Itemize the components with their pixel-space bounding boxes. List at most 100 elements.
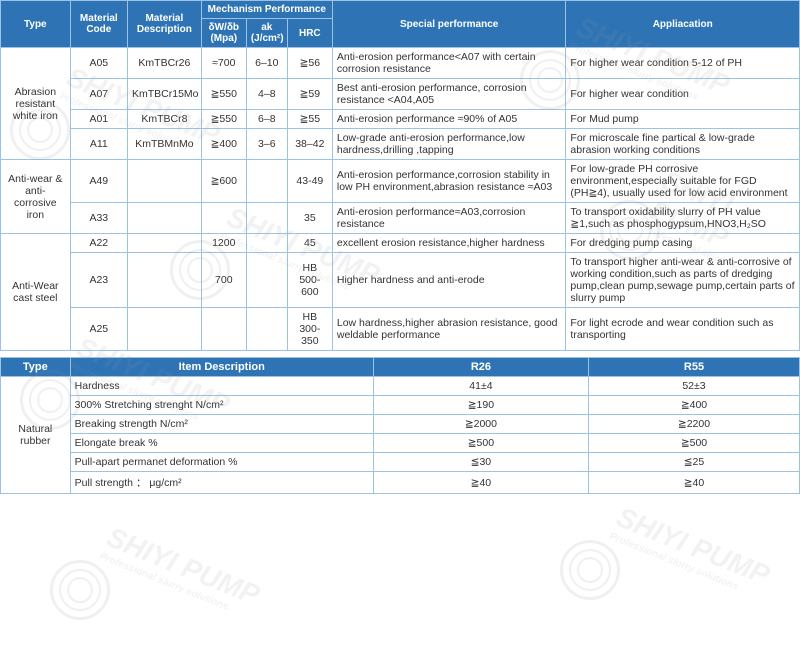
type-cell: Natural rubber: [1, 377, 71, 494]
material-desc: [128, 160, 202, 203]
table-row: Elongate break %≧500≧500: [1, 434, 800, 453]
mpa: [201, 203, 246, 234]
mpa: ≧550: [201, 110, 246, 129]
r55: ≧400: [588, 396, 799, 415]
r26: ≦30: [373, 453, 588, 472]
table-row: Abrasion resistant white ironA05KmTBCr26…: [1, 48, 800, 79]
watermark-text: SHIYI PUMPProfessional slurry solutions: [608, 501, 774, 601]
col-item: Item Description: [70, 358, 373, 377]
material-desc: [128, 253, 202, 308]
ak: 6–8: [246, 110, 287, 129]
special: Low hardness,higher abrasion resistance,…: [332, 308, 566, 351]
table-row: Anti-Wear cast steelA22120045excellent e…: [1, 234, 800, 253]
material-desc: [128, 234, 202, 253]
special: Low-grade anti-erosion performance,low h…: [332, 129, 566, 160]
watermark-ring: [50, 560, 110, 620]
table-row: 300% Stretching strenght N/cm²≧190≧400: [1, 396, 800, 415]
col-r55: R55: [588, 358, 799, 377]
material-code: A07: [70, 79, 127, 110]
table-row: A25 HB 300-350Low hardness,higher abrasio…: [1, 308, 800, 351]
item: Elongate break %: [70, 434, 373, 453]
material-code: A22: [70, 234, 127, 253]
table-row: A23700HB 500-600Higher hardness and anti…: [1, 253, 800, 308]
r55: ≧40: [588, 472, 799, 494]
r55: ≧2200: [588, 415, 799, 434]
type-cell: Abrasion resistant white iron: [1, 48, 71, 160]
item: Pull-apart permanet deformation %: [70, 453, 373, 472]
material-code: A33: [70, 203, 127, 234]
application: For dredging pump casing: [566, 234, 800, 253]
material-code: A49: [70, 160, 127, 203]
item: Hardness: [70, 377, 373, 396]
watermark-text: SHIYI PUMPProfessional slurry solutions: [98, 521, 264, 621]
col-mpa: δW/δb (Mpa): [201, 19, 246, 48]
table-row: Anti-wear & anti-corrosive ironA49≧60043…: [1, 160, 800, 203]
r55: ≦25: [588, 453, 799, 472]
r26: ≧2000: [373, 415, 588, 434]
table-row: A07KmTBCr15Mo≧5504–8≧59Best anti-erosion…: [1, 79, 800, 110]
table-row: A11KmTBMnMo≧4003–638–42Low-grade anti-er…: [1, 129, 800, 160]
hrc: HB 300-350: [287, 308, 332, 351]
watermark-ring: [560, 540, 620, 600]
application: For higher wear condition 5-12 of PH: [566, 48, 800, 79]
mpa: ≈700: [201, 48, 246, 79]
special: Anti-erosion performance,corrosion stabi…: [332, 160, 566, 203]
application: For Mud pump: [566, 110, 800, 129]
mpa: ≧550: [201, 79, 246, 110]
col-r26: R26: [373, 358, 588, 377]
special: excellent erosion resistance,higher hard…: [332, 234, 566, 253]
ak: 4–8: [246, 79, 287, 110]
r26: ≧190: [373, 396, 588, 415]
material-code: A01: [70, 110, 127, 129]
special: Anti-erosion performance≈A03,corrosion r…: [332, 203, 566, 234]
r55: ≧500: [588, 434, 799, 453]
application: For low-grade PH corrosive environment,e…: [566, 160, 800, 203]
ak: [246, 234, 287, 253]
ak: [246, 253, 287, 308]
mpa: 1200: [201, 234, 246, 253]
item: Pull strength ： μg/cm²: [70, 472, 373, 494]
material-code: A05: [70, 48, 127, 79]
special: Anti-erosion performance<A07 with certai…: [332, 48, 566, 79]
material-desc: KmTBCr8: [128, 110, 202, 129]
material-code: A25: [70, 308, 127, 351]
r55: 52±3: [588, 377, 799, 396]
hrc: HB 500-600: [287, 253, 332, 308]
hrc: 45: [287, 234, 332, 253]
table-row: A01KmTBCr8≧5506–8≧55Anti-erosion perform…: [1, 110, 800, 129]
application: For microscale fine partical & low-grade…: [566, 129, 800, 160]
material-desc: KmTBCr26: [128, 48, 202, 79]
mpa: ≧600: [201, 160, 246, 203]
col-ak: ak (J/cm²): [246, 19, 287, 48]
ak: 6–10: [246, 48, 287, 79]
ak: [246, 308, 287, 351]
hrc: ≧55: [287, 110, 332, 129]
hrc: ≧56: [287, 48, 332, 79]
mpa: ≧400: [201, 129, 246, 160]
table-row: A33 35Anti-erosion performance≈A03,corros…: [1, 203, 800, 234]
hrc: 35: [287, 203, 332, 234]
materials-table: Type Material Code Material Description …: [0, 0, 800, 351]
r26: 41±4: [373, 377, 588, 396]
table-row: Natural rubberHardness41±452±3: [1, 377, 800, 396]
col-material-code: Material Code: [70, 1, 127, 48]
application: To transport higher anti-wear & anti-cor…: [566, 253, 800, 308]
table-row: Breaking strength N/cm²≧2000≧2200: [1, 415, 800, 434]
col-type: Type: [1, 1, 71, 48]
col-material-desc: Material Description: [128, 1, 202, 48]
ak: 3–6: [246, 129, 287, 160]
col-hrc: HRC: [287, 19, 332, 48]
ak: [246, 160, 287, 203]
mpa: 700: [201, 253, 246, 308]
material-code: A11: [70, 129, 127, 160]
application: For higher wear condition: [566, 79, 800, 110]
type-cell: Anti-Wear cast steel: [1, 234, 71, 351]
item: 300% Stretching strenght N/cm²: [70, 396, 373, 415]
mpa: [201, 308, 246, 351]
application: For light ecrode and wear condition such…: [566, 308, 800, 351]
table-row: Pull-apart permanet deformation %≦30≦25: [1, 453, 800, 472]
special: Best anti-erosion performance, corrosion…: [332, 79, 566, 110]
type-cell: Anti-wear & anti-corrosive iron: [1, 160, 71, 234]
material-desc: [128, 203, 202, 234]
r26: ≧40: [373, 472, 588, 494]
